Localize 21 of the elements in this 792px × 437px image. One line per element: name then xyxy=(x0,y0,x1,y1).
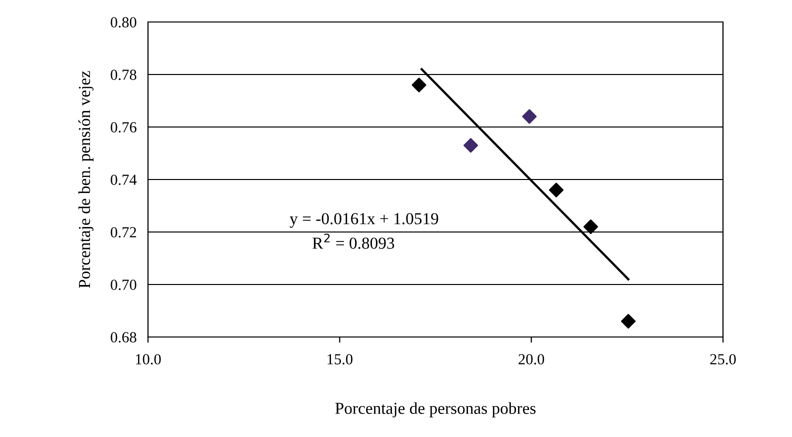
x-tick-label: 15.0 xyxy=(328,354,352,364)
x-tick-label: 10.0 xyxy=(136,354,161,364)
point xyxy=(412,78,426,92)
annotation: R$^{2}$ = 0.8093 xyxy=(312,234,394,249)
annotation: y = -0.0161x + 1.0519 xyxy=(290,213,438,228)
y-tick-label: 0.70 xyxy=(110,280,136,290)
y-tick-label: 0.76 xyxy=(110,122,136,133)
x-tick-label: 25.0 xyxy=(710,354,736,364)
point xyxy=(463,138,478,153)
y-axis-title: Porcentaje de ben. pensión vejez xyxy=(78,70,94,288)
y-tick-label: 0.68 xyxy=(110,332,136,343)
y-tick-label: 0.80 xyxy=(110,17,136,28)
point xyxy=(548,182,564,198)
x-axis-title: Porcentaje de personas pobres xyxy=(335,402,536,418)
y-tick-label: 0.74 xyxy=(110,174,137,186)
point xyxy=(621,314,636,329)
y-tick-label: 0.78 xyxy=(110,70,136,80)
y-tick-label: 0.72 xyxy=(110,227,136,238)
x-tick-label: 20.0 xyxy=(518,354,544,364)
point xyxy=(583,219,598,234)
point xyxy=(522,109,537,124)
